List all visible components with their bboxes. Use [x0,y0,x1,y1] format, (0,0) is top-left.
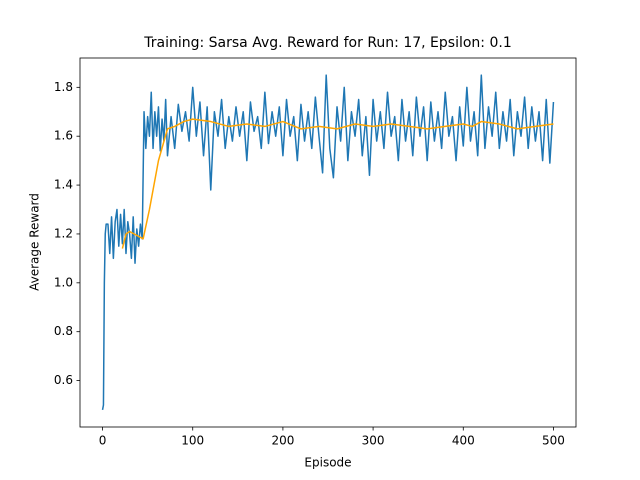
x-tick-label: 500 [542,434,565,448]
chart-title: Training: Sarsa Avg. Reward for Run: 17,… [143,35,511,51]
data-line [101,74,555,411]
y-tick-label: 0.6 [54,373,73,387]
y-tick-label: 1.8 [54,80,73,94]
x-tick-label: 100 [181,434,204,448]
y-axis-label: Average Reward [28,193,42,291]
x-tick-label: 200 [271,434,294,448]
x-axis-label: Episode [304,456,351,470]
y-tick-label: 1.0 [54,275,73,289]
data-line [121,118,554,249]
x-tick-label: 300 [362,434,385,448]
x-tick-label: 400 [452,434,475,448]
plot-frame [79,57,577,428]
y-tick-label: 1.4 [54,178,73,192]
y-tick-label: 0.8 [54,324,73,338]
y-tick-label: 1.6 [54,129,73,143]
y-tick-label: 1.2 [54,226,73,240]
x-tick-label: 0 [99,434,107,448]
